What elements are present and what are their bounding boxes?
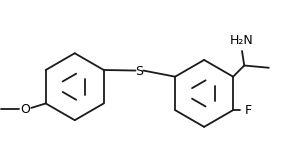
Text: S: S [135, 65, 144, 78]
Text: O: O [21, 102, 31, 116]
Text: H₂N: H₂N [230, 34, 254, 46]
Text: F: F [245, 104, 252, 117]
